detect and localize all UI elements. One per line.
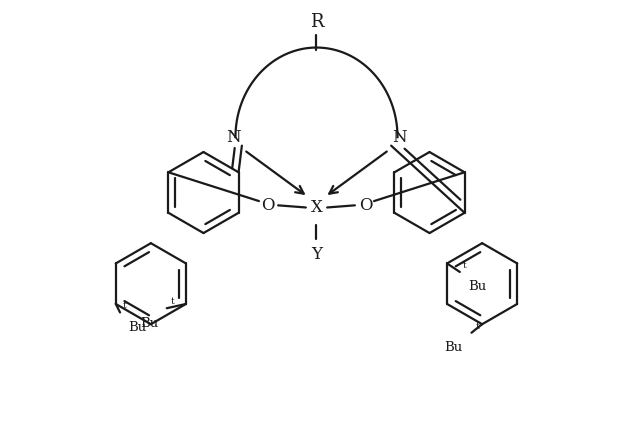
- Text: O: O: [359, 197, 372, 214]
- Text: Bu: Bu: [468, 280, 487, 293]
- Text: N: N: [392, 129, 407, 146]
- Text: N: N: [226, 129, 241, 146]
- Text: t: t: [123, 302, 127, 310]
- Text: t: t: [476, 321, 479, 330]
- Text: t: t: [171, 297, 175, 306]
- Text: O: O: [261, 197, 274, 214]
- Text: Bu: Bu: [140, 317, 158, 330]
- Text: t: t: [463, 261, 467, 270]
- Text: Bu: Bu: [128, 321, 147, 334]
- Text: R: R: [310, 13, 323, 31]
- Text: Bu: Bu: [445, 341, 463, 354]
- Text: X: X: [311, 199, 322, 216]
- Text: Y: Y: [311, 246, 322, 263]
